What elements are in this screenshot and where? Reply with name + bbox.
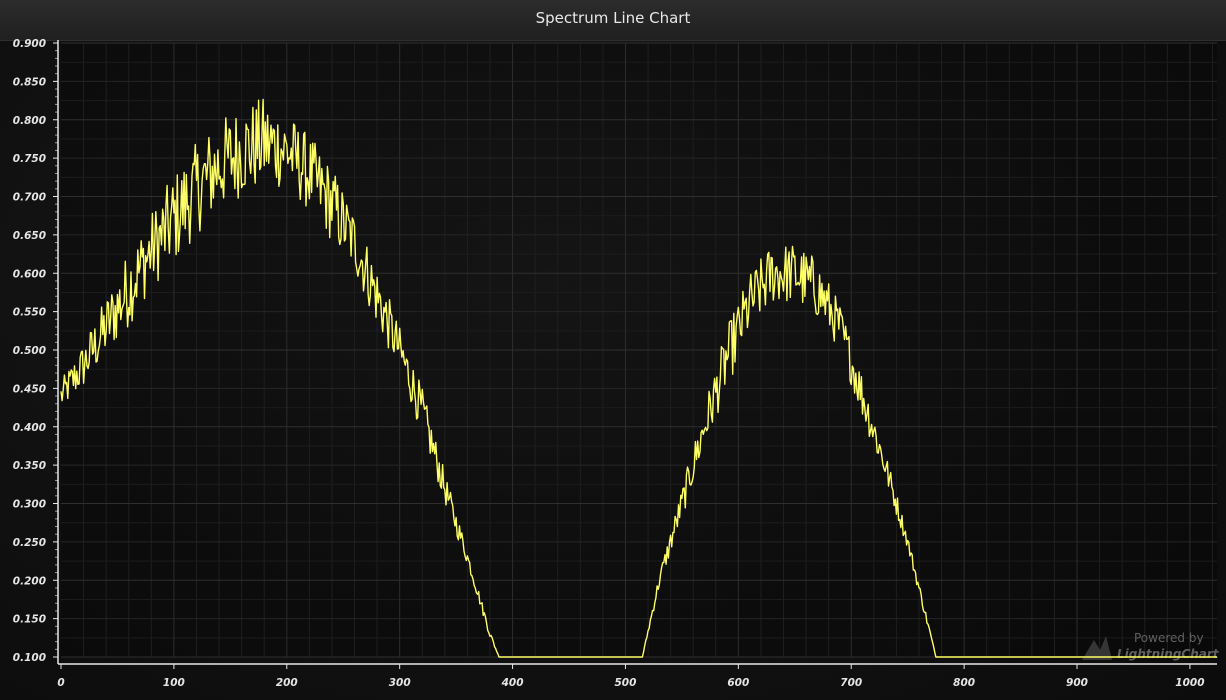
y-tick-label: 0.850 [13,76,46,88]
y-tick-label: 0.300 [13,499,46,511]
watermark-line1: Powered by [1134,631,1204,645]
y-tick-label: 0.400 [13,422,46,434]
x-tick-label: 0 [57,677,64,689]
line-layer [60,98,1217,658]
x-tick-label: 400 [501,677,524,689]
tick-layer: 0 100 200 300 400 500 600 700 800 900 1000 0.100 0.1… [13,38,1205,689]
x-tick-label: 600 [727,677,749,689]
spectrum-line [60,98,1217,658]
y-tick-label: 0.600 [13,268,46,280]
x-tick-label: 900 [1066,677,1088,689]
x-tick-label: 500 [614,677,636,689]
watermark-line2: LightningChart [1117,647,1220,661]
x-tick-label: 800 [953,677,975,689]
x-tick-label: 700 [840,677,862,689]
y-tick-label: 0.350 [13,460,46,472]
y-tick-label: 0.750 [13,153,46,165]
y-tick-label: 0.650 [13,230,46,242]
y-tick-label: 0.450 [13,383,46,395]
x-tick-label: 100 [163,677,185,689]
y-tick-label: 0.250 [13,537,46,549]
watermark-logo-icon [1082,636,1112,660]
y-tick-label: 0.200 [13,575,46,587]
y-tick-label: 0.700 [13,192,46,204]
x-tick-label: 200 [276,677,298,689]
y-tick-label: 0.150 [13,614,46,626]
y-tick-label: 0.900 [13,38,46,50]
x-tick-label: 1000 [1175,677,1204,689]
title-bar: Spectrum Line Chart [0,0,1226,41]
chart-title: Spectrum Line Chart [535,9,691,27]
x-tick-label: 300 [389,677,411,689]
y-tick-label: 0.550 [13,307,46,319]
y-tick-label: 0.800 [13,115,46,127]
grid-layer [61,42,1217,658]
y-tick-label: 0.100 [13,652,46,664]
y-tick-label: 0.500 [13,345,46,357]
